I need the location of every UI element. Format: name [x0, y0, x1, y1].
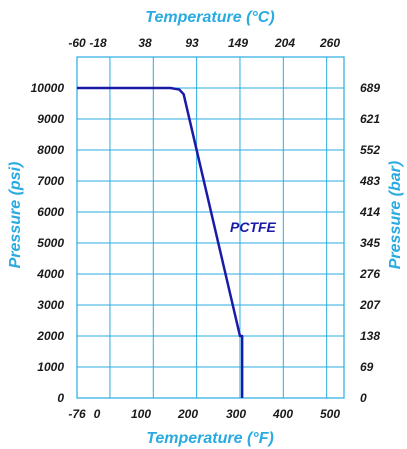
tick-label: -60	[68, 36, 86, 50]
tick-label: 138	[360, 329, 380, 343]
tick-label: 552	[360, 143, 380, 157]
tick-label: 8000	[37, 143, 64, 157]
tick-label: 0	[57, 391, 64, 405]
y-left-axis-title: Pressure (psi)	[7, 162, 24, 269]
x-bottom-axis-title: Temperature (°F)	[146, 430, 274, 447]
grid	[76, 56, 345, 399]
plot-frame	[76, 56, 345, 399]
tick-label: 5000	[37, 236, 64, 250]
tick-label: 689	[360, 81, 380, 95]
tick-label: 100	[131, 407, 151, 421]
tick-label: 260	[319, 36, 340, 50]
tick-label: 0	[360, 391, 367, 405]
tick-label: 483	[359, 174, 380, 188]
tick-label: 93	[185, 36, 199, 50]
tick-label: 345	[360, 236, 380, 250]
tick-label: 276	[359, 267, 380, 281]
tick-label: 6000	[37, 205, 64, 219]
x-top-axis-title: Temperature (°C)	[145, 9, 274, 26]
y-right-axis-title: Pressure (bar)	[387, 161, 404, 270]
tick-labels: -76 0 100 200 300 400 500 -60 -18 38 93 149 204 260 0 1…	[31, 36, 382, 421]
tick-label: 149	[228, 36, 248, 50]
tick-label: 7000	[37, 174, 64, 188]
tick-label: 414	[359, 205, 380, 219]
tick-label: 2000	[36, 329, 64, 343]
tick-label: 4000	[36, 267, 64, 281]
tick-label: 200	[177, 407, 198, 421]
tick-label: 300	[226, 407, 246, 421]
tick-label: -18	[89, 36, 107, 50]
tick-label: 9000	[37, 112, 64, 126]
tick-label: 500	[320, 407, 340, 421]
tick-label: 10000	[31, 81, 65, 95]
tick-label: -76	[68, 407, 86, 421]
tick-label: 69	[360, 360, 374, 374]
tick-label: 38	[138, 36, 152, 50]
tick-label: 1000	[37, 360, 64, 374]
tick-label: 0	[94, 407, 101, 421]
tick-label: 3000	[37, 298, 64, 312]
series-line-pctfe	[77, 86, 244, 398]
tick-label: 204	[274, 36, 295, 50]
plot-series: PCTFE	[77, 86, 277, 398]
tick-label: 621	[360, 112, 380, 126]
tick-label: 207	[359, 298, 381, 312]
series-label-pctfe: PCTFE	[230, 219, 277, 235]
tick-label: 400	[272, 407, 293, 421]
